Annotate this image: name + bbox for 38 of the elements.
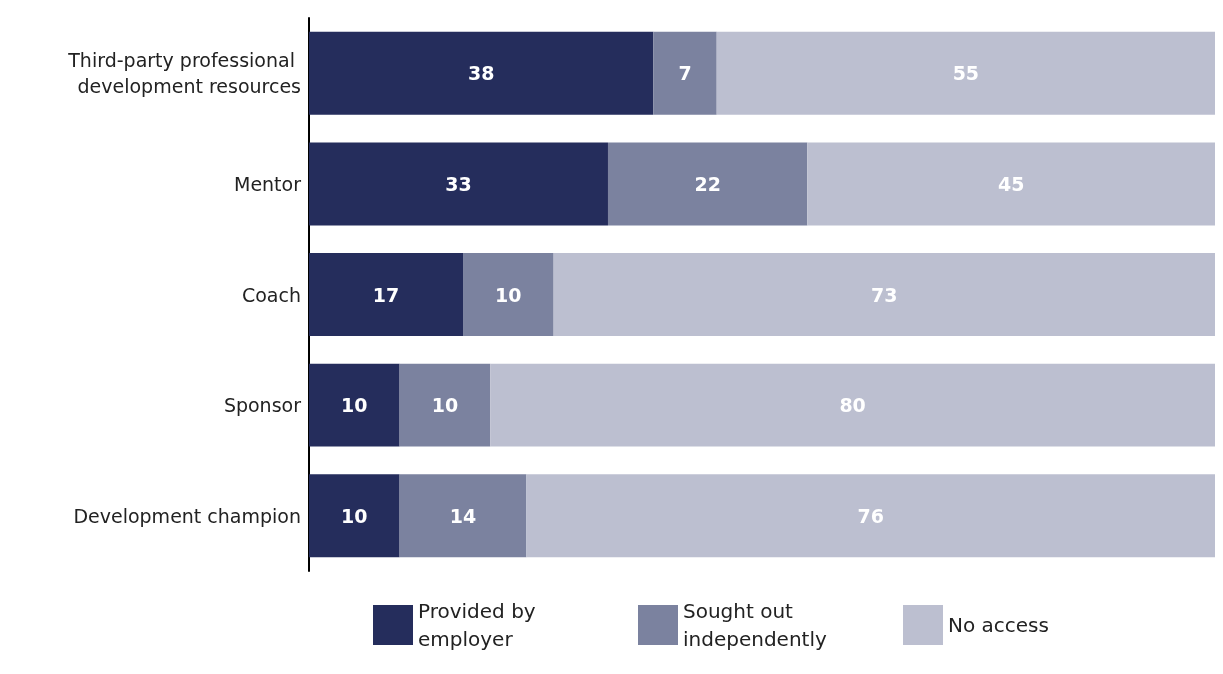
bar: [309, 474, 400, 558]
bar: [309, 31, 654, 115]
bar: [309, 253, 464, 336]
legend-label: Sought out independently: [683, 599, 827, 651]
y-tick-label: Sponsor: [223, 394, 302, 417]
bar: [553, 253, 1215, 336]
bar: [309, 142, 608, 226]
bar: [309, 363, 400, 447]
y-tick-label: Mentor: [233, 172, 302, 195]
bar: [463, 253, 554, 336]
data-label: 10: [341, 504, 368, 527]
data-label: 33: [445, 172, 472, 195]
y-tick-label: Third-party professional development resources: [67, 49, 301, 98]
data-label: 17: [372, 283, 400, 306]
data-label: 55: [952, 62, 980, 85]
bar: [399, 474, 527, 558]
data-label: 38: [467, 62, 495, 85]
bar: [716, 31, 1215, 115]
data-label: 7: [678, 62, 692, 85]
data-label: 45: [997, 172, 1025, 195]
bar: [490, 363, 1215, 447]
y-tick-label: Coach: [241, 283, 301, 306]
data-label: 10: [495, 283, 522, 306]
bar: [399, 363, 491, 447]
data-label: 80: [839, 394, 866, 417]
data-label: 76: [857, 504, 884, 527]
bar: [807, 142, 1215, 226]
data-label: 73: [871, 283, 898, 306]
y-tick-label: Development champion: [73, 504, 301, 527]
data-label: 10: [431, 394, 459, 417]
data-label: 14: [449, 504, 477, 527]
legend-label: No access: [948, 613, 1049, 637]
bar: [653, 31, 717, 115]
legend-label: Provided by employer: [418, 599, 543, 651]
bar: [526, 474, 1215, 558]
bar: [607, 142, 808, 226]
data-label: 10: [341, 394, 368, 417]
data-label: 22: [694, 172, 721, 195]
